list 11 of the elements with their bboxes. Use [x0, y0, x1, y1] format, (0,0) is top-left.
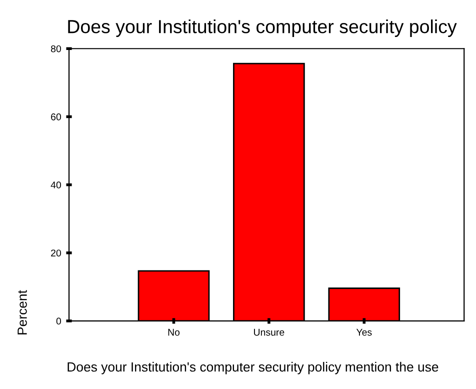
- y-tick-label: 80: [50, 45, 61, 52]
- y-tick-label: 60: [51, 113, 61, 120]
- y-axis-title: Percent: [18, 290, 27, 334]
- x-tick-label: Yes: [356, 328, 372, 336]
- y-tick-label: 20: [51, 250, 61, 256]
- x-tick-label: No: [168, 328, 180, 336]
- y-tick-label: 0: [56, 318, 61, 325]
- y-tick-label: 40: [50, 182, 61, 188]
- chart-title: Does your Institution's computer security policy: [68, 19, 457, 37]
- x-tick-label: Unsure: [254, 328, 284, 336]
- x-axis-title: Does your Institution's computer security policy mention the use: [68, 362, 438, 374]
